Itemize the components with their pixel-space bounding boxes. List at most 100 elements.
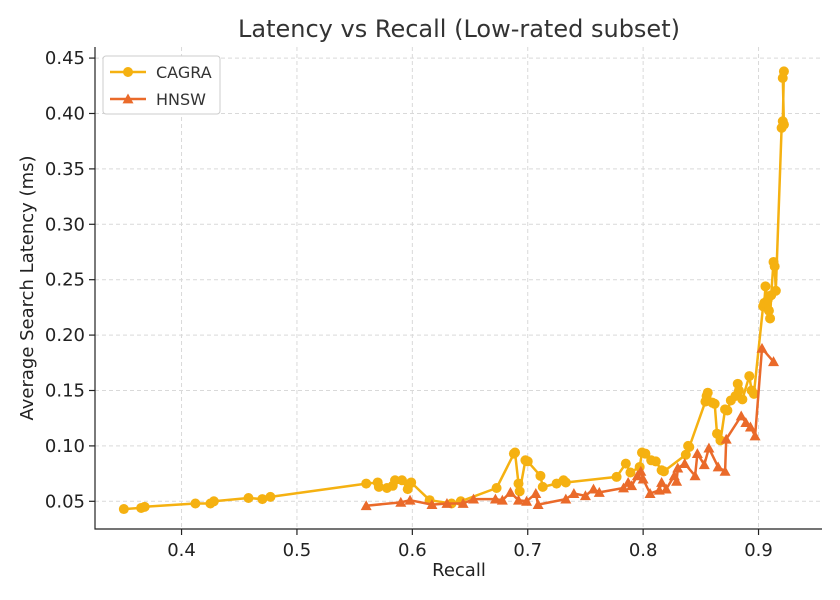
y-tick-label: 0.20 <box>45 325 85 346</box>
legend: CAGRA HNSW <box>102 55 221 115</box>
data-point <box>514 486 525 497</box>
data-point <box>361 478 372 489</box>
data-point <box>491 483 502 494</box>
data-point <box>532 499 544 510</box>
data-point <box>650 456 661 467</box>
y-tick-label: 0.40 <box>45 103 85 124</box>
data-point <box>680 449 691 460</box>
data-point <box>709 398 720 409</box>
y-tick-label: 0.10 <box>45 436 85 457</box>
data-point <box>560 493 572 504</box>
data-point <box>765 313 776 324</box>
data-point <box>749 430 761 441</box>
data-point <box>441 498 453 508</box>
data-point <box>468 493 480 504</box>
data-point <box>373 481 384 492</box>
x-tick-label: 0.6 <box>398 540 427 561</box>
x-tick-label: 0.9 <box>744 540 773 561</box>
data-point <box>768 356 780 367</box>
data-point <box>698 459 710 470</box>
data-point <box>208 496 219 507</box>
data-point <box>689 470 701 481</box>
y-tick-label: 0.05 <box>45 491 85 512</box>
data-point <box>568 488 580 498</box>
data-point <box>656 476 668 487</box>
x-tick-label: 0.8 <box>629 540 658 561</box>
data-point <box>626 480 638 491</box>
data-point <box>406 477 417 488</box>
data-point <box>535 470 546 481</box>
data-point <box>733 385 744 396</box>
legend-label: CAGRA <box>156 63 212 82</box>
data-point <box>396 475 407 486</box>
y-tick-label: 0.15 <box>45 380 85 401</box>
data-point <box>593 486 605 497</box>
data-point <box>496 494 508 505</box>
data-point <box>748 388 759 399</box>
legend-marker <box>122 93 134 104</box>
data-point <box>521 495 533 506</box>
legend-entry-cagra: CAGRA <box>110 63 212 82</box>
data-point <box>744 421 756 432</box>
data-point <box>777 73 788 84</box>
data-point <box>510 447 521 458</box>
x-axis-label: Recall <box>432 560 486 581</box>
data-point <box>703 442 715 453</box>
series-cagra <box>118 66 789 515</box>
legend-marker <box>123 67 133 77</box>
legend-entry-hnsw: HNSW <box>110 90 206 109</box>
axes: 0.4 0.5 0.6 0.7 0.8 0.9 0.05 0.10 0.15 0.20 0.25 0.… <box>45 47 822 561</box>
data-point <box>778 119 789 130</box>
data-point <box>760 281 771 292</box>
data-point <box>735 410 747 421</box>
data-point <box>658 466 669 477</box>
data-point <box>611 471 622 482</box>
data-point <box>744 371 755 382</box>
data-point <box>522 456 533 467</box>
data-point <box>404 494 416 505</box>
data-point <box>644 488 656 498</box>
data-point <box>770 285 781 296</box>
data-point <box>457 498 469 508</box>
x-tick-label: 0.7 <box>513 540 542 561</box>
data-point <box>118 504 129 515</box>
data-point <box>635 465 647 476</box>
data-point <box>719 465 731 476</box>
data-point <box>560 477 571 488</box>
data-point <box>722 405 733 416</box>
data-point <box>504 486 516 497</box>
chart-title: Latency vs Recall (Low-rated subset) <box>238 15 680 43</box>
data-point <box>426 499 438 510</box>
y-axis-label: Average Search Latency (ms) <box>17 155 38 420</box>
data-point <box>579 490 591 501</box>
data-point <box>720 433 732 444</box>
data-point <box>489 493 501 504</box>
data-point <box>671 475 683 486</box>
data-point <box>390 475 401 486</box>
data-point <box>672 462 684 473</box>
data-point <box>684 442 695 453</box>
y-tick-label: 0.25 <box>45 270 85 291</box>
data-point <box>139 501 150 512</box>
data-point <box>513 478 524 489</box>
data-point <box>740 417 752 428</box>
data-point <box>679 458 691 469</box>
data-point <box>395 496 407 507</box>
data-point <box>763 305 774 316</box>
data-point <box>625 467 636 478</box>
axis-spines <box>94 47 822 530</box>
data-point <box>702 387 713 398</box>
y-tick-label: 0.30 <box>45 214 85 235</box>
data-point <box>243 492 254 503</box>
data-point <box>637 473 649 484</box>
data-point <box>769 261 780 272</box>
data-point <box>537 481 548 492</box>
y-tick-label: 0.45 <box>45 48 85 69</box>
legend-label: HNSW <box>156 90 206 109</box>
x-tick-label: 0.5 <box>283 540 312 561</box>
data-point <box>588 483 600 494</box>
series-hnsw <box>360 342 780 511</box>
data-point <box>640 448 651 459</box>
data-point <box>691 448 703 459</box>
